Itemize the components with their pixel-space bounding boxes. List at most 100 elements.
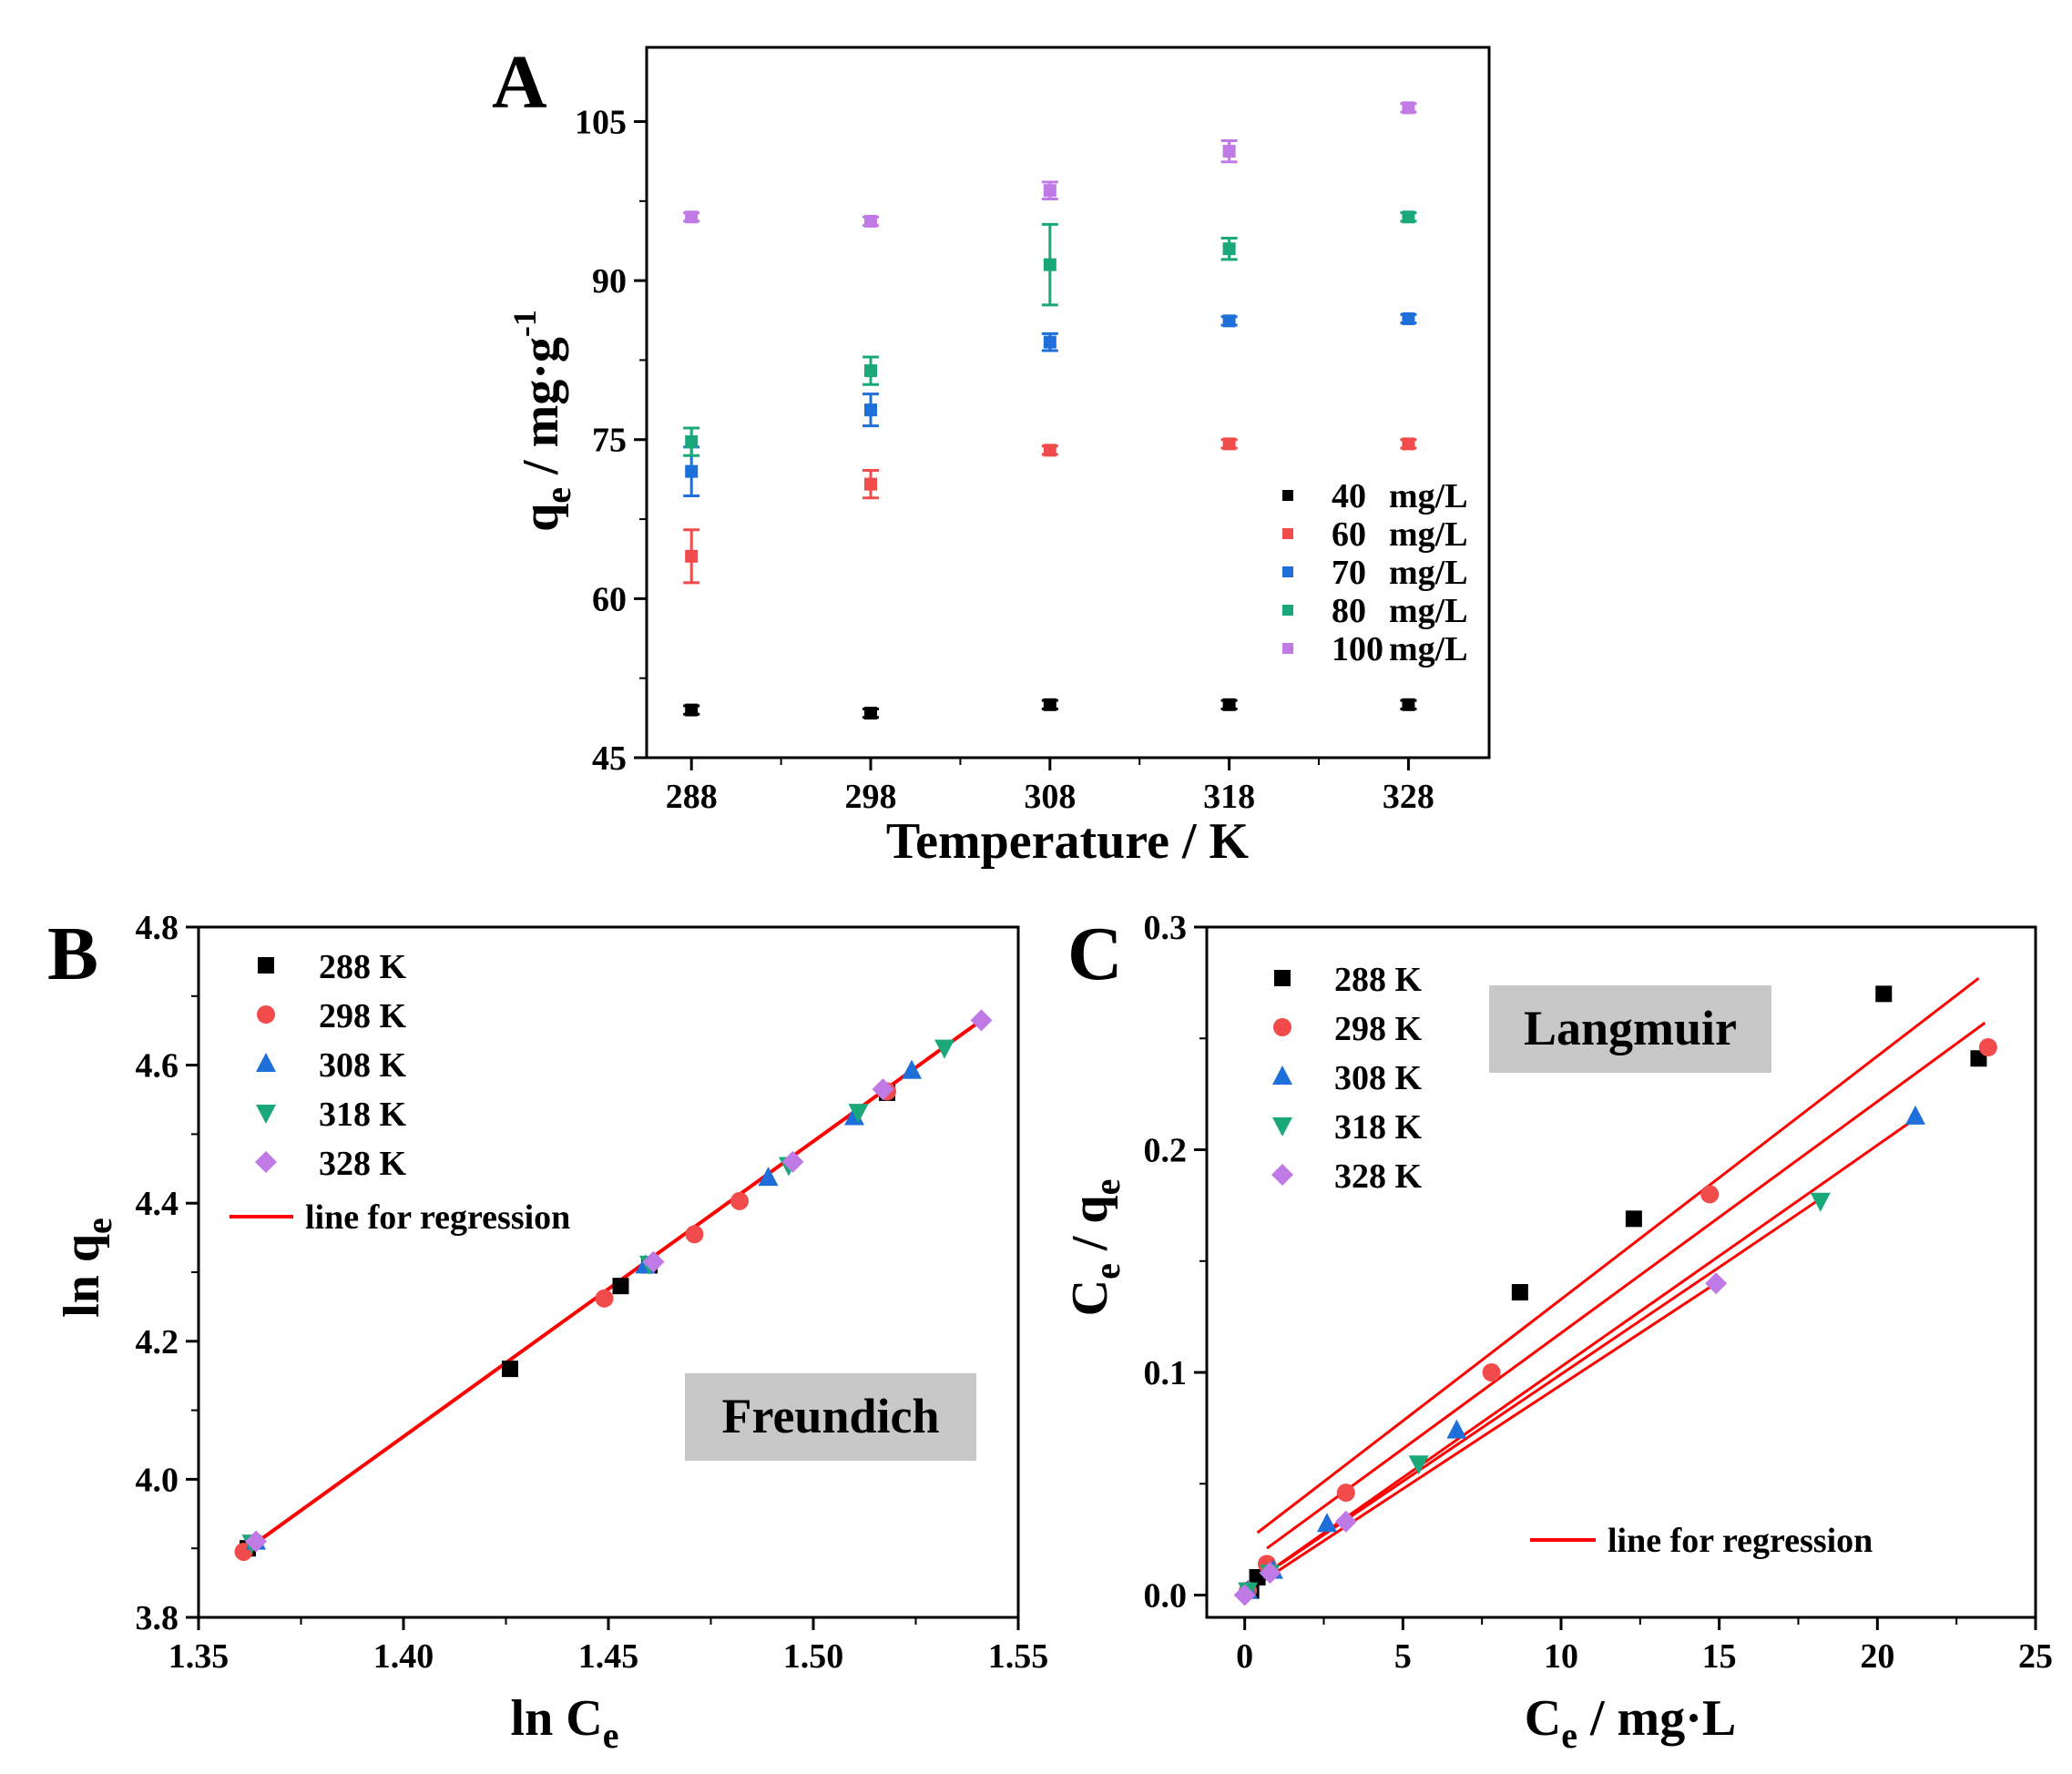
legend-label: 70: [1332, 554, 1366, 592]
data-point: [1222, 698, 1236, 711]
panel-b: B 1.35 1.40 1.45 1.50 1.55 3.8 4.0 4.2 4.4 4.6 4.8…: [47, 909, 1048, 1756]
y-tick-label: 105: [575, 103, 627, 141]
legend-marker: [1282, 643, 1293, 654]
data-point: [902, 1059, 922, 1079]
legend-unit: mg/L: [1389, 477, 1468, 515]
data-point: [1043, 444, 1056, 457]
y-tick-label: 45: [592, 739, 627, 778]
legend-unit: mg/L: [1389, 515, 1468, 554]
legend-marker: [1272, 1065, 1292, 1085]
y-tick-label: 0.3: [1144, 909, 1188, 947]
y-tick-label: 4.2: [136, 1323, 179, 1361]
data-point: [864, 214, 878, 228]
data-point: [848, 1104, 869, 1124]
y-tick-label: 4.6: [136, 1047, 179, 1086]
legend-marker: [1271, 1164, 1293, 1186]
x-tick-label: 1.50: [783, 1637, 844, 1676]
data-point: [685, 464, 699, 478]
legend-marker: [1282, 605, 1293, 616]
data-point: [1408, 1455, 1429, 1475]
legend-label: 288 K: [319, 948, 407, 986]
panel-c-plot-frame: [1205, 925, 2037, 1619]
data-point: [685, 210, 699, 224]
data-point: [1316, 1513, 1337, 1533]
x-tick-label: 1.55: [988, 1637, 1049, 1676]
data-point: [1222, 314, 1236, 328]
data-point: [1233, 1584, 1256, 1606]
panel-b-y-axis-title: ln qe: [54, 1218, 119, 1318]
panel-a-plot-frame: [645, 46, 1491, 760]
data-point: [595, 1289, 614, 1308]
data-point: [730, 1191, 749, 1210]
legend-regression-label: line for regression: [1608, 1522, 1873, 1560]
langmuir-label: Langmuir: [1524, 1001, 1737, 1055]
data-point: [864, 403, 878, 417]
legend-label: 328 K: [1334, 1157, 1423, 1196]
data-point: [1222, 437, 1236, 451]
data-point: [1043, 335, 1056, 349]
panel-a: A 288 298 308 318 328 45 60 75 90 105 Temperature…: [492, 40, 1491, 870]
legend-label: 60: [1332, 515, 1366, 554]
x-tick-label: 0: [1236, 1637, 1253, 1676]
legend-unit: mg/L: [1389, 592, 1468, 630]
data-point: [1810, 1192, 1831, 1212]
data-point: [1334, 1510, 1357, 1533]
freundlich-label-box: [685, 1373, 976, 1461]
legend-unit: mg/L: [1389, 630, 1468, 668]
data-point: [502, 1361, 518, 1378]
data-point: [1905, 1105, 1926, 1125]
legend-label: 328 K: [319, 1145, 407, 1183]
panel-a-x-axis-title: Temperature / K: [886, 813, 1250, 870]
data-point: [685, 549, 699, 563]
panel-c-y-axis-title: Ce / qe: [1062, 1179, 1128, 1317]
panel-a-label: A: [492, 40, 547, 125]
data-point: [245, 1530, 267, 1553]
data-point: [1978, 1038, 1997, 1057]
y-tick-label: 0.2: [1144, 1132, 1188, 1170]
y-tick-label: 4.8: [136, 909, 179, 947]
y-tick-label: 75: [592, 422, 627, 460]
x-tick-label: 10: [1544, 1637, 1578, 1676]
data-point: [1043, 184, 1056, 198]
data-point: [864, 477, 878, 491]
data-point: [1222, 242, 1236, 256]
legend-marker: [1282, 490, 1293, 501]
legend-label: 318 K: [319, 1096, 407, 1134]
legend-regression-label: line for regression: [305, 1198, 570, 1237]
data-point: [685, 435, 699, 449]
data-point: [612, 1278, 629, 1295]
data-point: [1402, 698, 1415, 711]
data-point: [1625, 1210, 1642, 1228]
legend-marker: [258, 957, 274, 974]
y-tick-label: 3.8: [136, 1599, 179, 1637]
x-tick-label: 1.35: [168, 1637, 230, 1676]
data-point: [1222, 145, 1236, 158]
legend-label: 298 K: [1334, 1010, 1423, 1048]
panel-c-legend: 288 K 298 K 308 K 318 K 328 K line for r…: [1271, 961, 1873, 1560]
regression-line: [1247, 1117, 1916, 1587]
y-tick-label: 4.4: [136, 1185, 179, 1223]
regression-line: [1247, 1280, 1720, 1592]
data-point: [1875, 985, 1893, 1003]
data-point: [781, 1150, 804, 1173]
x-tick-label: 318: [1203, 778, 1255, 816]
legend-marker: [257, 1005, 275, 1024]
y-tick-label: 60: [592, 580, 627, 618]
data-point: [1482, 1363, 1501, 1382]
data-point: [864, 364, 878, 378]
data-point: [934, 1039, 954, 1059]
data-point: [1336, 1483, 1355, 1503]
data-point: [1705, 1272, 1728, 1295]
y-tick-label: 4.0: [136, 1461, 179, 1499]
panel-c-label: C: [1067, 912, 1123, 996]
panel-b-x-axis-title: ln Ce: [511, 1690, 619, 1756]
panel-c: C 0 5 10 15 20 25 0.0 0.1 0.2 0.3 Langmuir Ce / m…: [1062, 909, 2053, 1756]
legend-marker: [1282, 528, 1293, 539]
data-point: [758, 1167, 779, 1187]
legend-marker: [255, 1151, 277, 1173]
legend-label: 308 K: [319, 1046, 407, 1085]
x-tick-label: 298: [845, 778, 897, 816]
legend-marker: [256, 1053, 276, 1072]
legend-unit: mg/L: [1389, 554, 1468, 592]
langmuir-label-box: [1489, 985, 1771, 1073]
